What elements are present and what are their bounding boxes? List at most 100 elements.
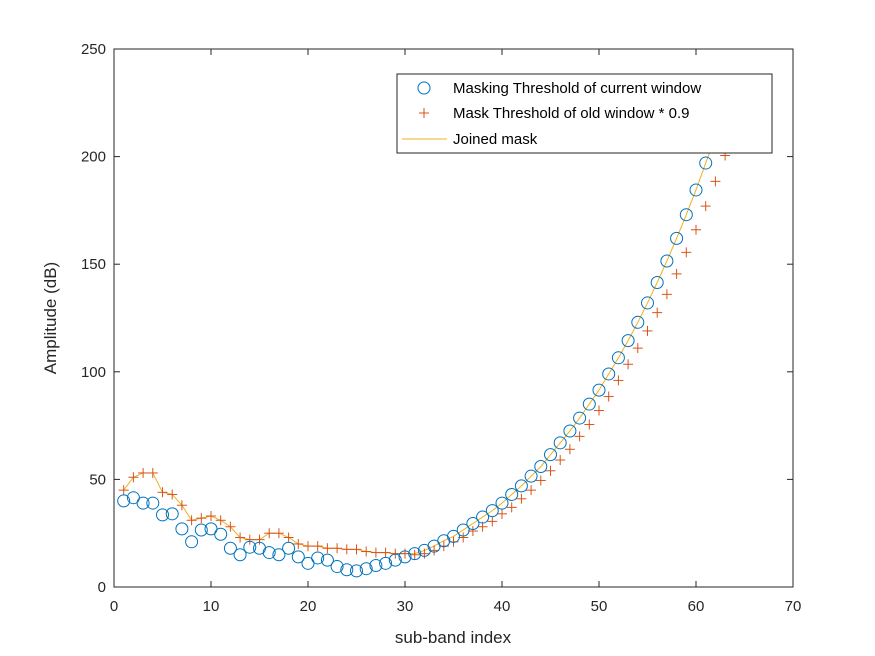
data-point-current-window [553, 436, 567, 450]
data-point-current-window [447, 529, 460, 543]
data-point-old-window [613, 375, 624, 386]
legend-entry-plus: Mask Threshold of old window * 0.9 [453, 105, 690, 122]
legend-circle-marker [417, 81, 431, 95]
y-axis: 0 50 100 150 200 250 [81, 41, 793, 596]
data-point-current-window [388, 553, 402, 567]
x-tick-label: 0 [110, 598, 118, 615]
data-point-old-window [157, 487, 168, 498]
data-point-current-window [175, 522, 189, 536]
data-point-current-window [243, 540, 257, 554]
data-point-old-window [118, 485, 129, 496]
data-point-old-window [196, 513, 207, 524]
data-point-current-window [699, 156, 713, 170]
x-tick-label: 60 [688, 598, 705, 615]
data-point-old-window [254, 534, 265, 545]
data-point-old-window [710, 176, 721, 187]
data-point-old-window [594, 405, 604, 416]
data-point-current-window [194, 523, 208, 537]
data-point-current-window [301, 556, 315, 570]
data-point-old-window [516, 493, 527, 504]
data-point-old-window [264, 528, 275, 539]
data-point-old-window [487, 516, 498, 527]
data-point-old-window [700, 201, 711, 212]
data-point-current-window [291, 550, 305, 564]
data-point-current-window [204, 522, 218, 536]
data-point-current-window [136, 496, 150, 510]
legend: Masking Threshold of current window Mask… [396, 73, 773, 154]
data-point-current-window [282, 541, 296, 555]
x-axis-label: sub-band index [395, 628, 512, 647]
legend-plus-marker [419, 108, 429, 118]
data-point-old-window [603, 391, 614, 402]
data-point-current-window [379, 556, 393, 570]
data-point-current-window [311, 551, 325, 565]
x-tick-label: 30 [397, 598, 414, 615]
y-tick-label: 250 [81, 41, 106, 58]
y-tick-label: 50 [89, 471, 106, 488]
data-point-current-window [330, 560, 344, 574]
data-point-current-window [340, 563, 354, 577]
data-point-old-window [574, 431, 585, 442]
data-point-current-window [456, 523, 470, 537]
y-tick-label: 100 [81, 364, 106, 381]
data-point-old-window [147, 467, 158, 478]
data-point-old-window [681, 247, 692, 258]
data-point-current-window [350, 564, 363, 578]
data-point-current-window [185, 535, 199, 549]
data-point-old-window [186, 515, 197, 526]
data-point-old-window [661, 289, 672, 300]
data-point-old-window [691, 224, 701, 235]
data-point-current-window [514, 479, 528, 493]
data-point-old-window [545, 465, 556, 476]
data-point-current-window [126, 491, 140, 505]
x-tick-label: 20 [300, 598, 317, 615]
data-point-current-window [679, 208, 693, 222]
data-point-current-window [573, 411, 587, 425]
data-point-old-window [526, 485, 537, 496]
x-axis: 0 10 20 30 40 50 60 70 [110, 49, 801, 615]
data-point-old-window [380, 547, 391, 558]
data-point-old-window [312, 541, 323, 552]
data-point-old-window [244, 534, 255, 545]
data-point-current-window [272, 548, 286, 562]
data-point-old-window [409, 549, 420, 560]
data-point-old-window [167, 489, 178, 500]
data-point-current-window [320, 553, 334, 567]
data-point-current-window [534, 459, 548, 473]
data-point-old-window [215, 515, 226, 526]
data-point-current-window [670, 231, 684, 245]
data-point-current-window [495, 496, 509, 510]
data-point-current-window [563, 424, 577, 438]
data-point-current-window [660, 254, 674, 268]
series-layer [117, 102, 732, 578]
data-point-old-window [506, 502, 517, 513]
legend-entry-line: Joined mask [453, 131, 538, 148]
data-point-current-window [476, 510, 490, 524]
data-point-old-window [235, 532, 246, 543]
data-point-old-window [128, 472, 139, 483]
data-point-old-window [273, 528, 284, 539]
x-tick-label: 50 [591, 598, 608, 615]
data-point-old-window [623, 359, 634, 370]
data-point-current-window [165, 507, 179, 521]
y-axis-label: Amplitude (dB) [41, 262, 60, 374]
legend-box [396, 73, 773, 154]
data-point-current-window [223, 541, 237, 555]
data-point-current-window [592, 383, 606, 397]
data-point-current-window [641, 296, 654, 310]
data-point-current-window [359, 562, 373, 576]
data-point-old-window [555, 455, 566, 466]
data-point-current-window [156, 508, 169, 522]
data-point-current-window [631, 315, 645, 329]
data-point-old-window [671, 268, 682, 279]
data-point-old-window [497, 508, 507, 519]
data-point-current-window [611, 351, 625, 365]
data-point-current-window [505, 487, 519, 501]
data-point-current-window [146, 496, 160, 510]
data-point-current-window [408, 547, 422, 561]
data-point-current-window [602, 367, 616, 381]
data-point-old-window [341, 544, 352, 555]
data-point-old-window [303, 541, 313, 552]
data-point-old-window [652, 307, 663, 318]
